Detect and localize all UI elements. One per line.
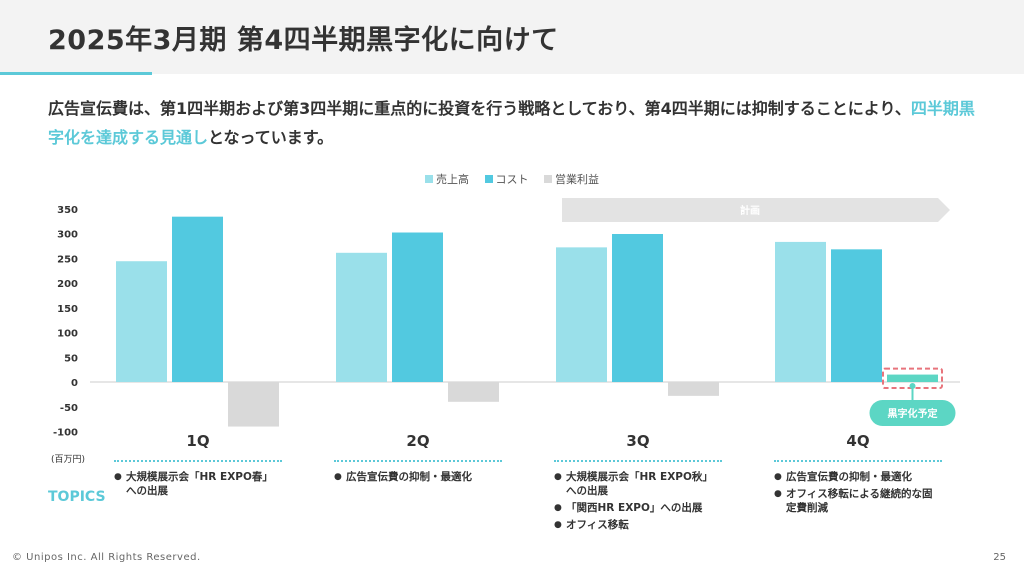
quarter-label: 2Q — [406, 432, 430, 450]
y-tick-label: 150 — [57, 304, 78, 315]
lead-text-part1: 広告宣伝費は、第1四半期および第3四半期に重点的に投資を行う戦略としており、第4… — [48, 99, 911, 118]
quarter-block-3q: 3Q 大規模展示会「HR EXPO秋」への出展 「関西HR EXPO」への出展 … — [554, 430, 722, 535]
topic-list-2q: 広告宣伝費の抑制・最適化 — [334, 470, 502, 484]
quarter-divider — [554, 460, 722, 462]
quarter-divider — [774, 460, 942, 462]
forecast-badge — [869, 400, 956, 426]
topic-item: 広告宣伝費の抑制・最適化 — [334, 470, 502, 484]
legend-item-operating-profit: 営業利益 — [544, 171, 599, 187]
legend-label-sales: 売上高 — [436, 173, 469, 186]
y-tick-label: 50 — [64, 353, 78, 364]
bar-2Q-series-2 — [448, 382, 499, 402]
bar-4Q-series-1 — [831, 249, 882, 382]
topic-item: 大規模展示会「HR EXPO春」への出展 — [114, 470, 282, 498]
copyright: © Unipos Inc. All Rights Reserved. — [12, 552, 201, 563]
legend-item-sales: 売上高 — [425, 171, 469, 187]
bar-2Q-series-0 — [336, 252, 387, 382]
bar-4Q-series-2 — [887, 374, 938, 382]
topic-item: 広告宣伝費の抑制・最適化 — [774, 470, 942, 484]
bar-3Q-series-2 — [668, 382, 719, 396]
topic-item: 大規模展示会「HR EXPO秋」への出展 — [554, 470, 722, 498]
bar-2Q-series-1 — [392, 232, 443, 382]
forecast-callout-dot — [909, 383, 916, 389]
y-tick-label: 100 — [57, 329, 78, 340]
lead-text: 広告宣伝費は、第1四半期および第3四半期に重点的に投資を行う戦略としており、第4… — [48, 94, 988, 152]
bar-3Q-series-0 — [556, 247, 607, 382]
quarter-block-4q: 4Q 広告宣伝費の抑制・最適化 オフィス移転による継続的な固定費削減 — [774, 430, 942, 518]
plan-label: 計画 — [740, 204, 760, 217]
legend-label-cost: コスト — [495, 173, 529, 186]
quarter-divider — [114, 460, 282, 462]
forecast-badge-label: 黒字化予定 — [888, 407, 938, 420]
bar-3Q-series-1 — [612, 233, 663, 382]
legend-swatch-cost — [484, 175, 493, 183]
chart-legend: 売上高 コスト 営業利益 — [0, 171, 1024, 187]
forecast-callout-box — [882, 367, 943, 389]
topic-item: オフィス移転による継続的な固定費削減 — [774, 487, 942, 515]
topic-list-4q: 広告宣伝費の抑制・最適化 オフィス移転による継続的な固定費削減 — [774, 470, 942, 515]
quarter-label: 3Q — [626, 432, 650, 450]
lead-text-highlight: 四半期黒字化を達成する見通し — [48, 99, 975, 147]
topic-list-1q: 大規模展示会「HR EXPO春」への出展 — [114, 470, 282, 498]
page-title: 2025年3月期 第4四半期黒字化に向けて — [48, 25, 559, 56]
topic-list-3q: 大規模展示会「HR EXPO秋」への出展 「関西HR EXPO」への出展 オフィ… — [554, 470, 722, 532]
y-tick-label: 0 — [71, 378, 78, 389]
legend-label-operating-profit: 営業利益 — [555, 173, 599, 186]
y-tick-label: 200 — [57, 279, 78, 290]
y-tick-label: 250 — [57, 254, 78, 265]
quarter-block-1q: 1Q 大規模展示会「HR EXPO春」への出展 — [114, 430, 282, 501]
quarter-divider — [334, 460, 502, 462]
y-tick-label: -50 — [60, 403, 78, 414]
title-accent-line — [0, 72, 152, 75]
bar-chart: 計画 350 300 250 200 150 100 50 0 -50 -100 黒字化予定 — [53, 198, 960, 439]
topics-label: TOPICS — [48, 489, 106, 505]
page-number: 25 — [993, 552, 1006, 563]
legend-swatch-sales — [425, 175, 433, 183]
legend-swatch-operating-profit — [544, 175, 552, 183]
quarter-block-2q: 2Q 広告宣伝費の抑制・最適化 — [334, 430, 502, 487]
y-tick-label: -100 — [53, 428, 78, 439]
unit-label: (百万円) — [51, 455, 86, 465]
y-tick-label: 300 — [57, 230, 78, 241]
legend-item-cost: コスト — [484, 171, 529, 187]
bar-1Q-series-1 — [172, 216, 223, 382]
lead-text-part2: となっています。 — [208, 128, 334, 147]
bar-1Q-series-0 — [116, 261, 167, 382]
y-tick-label: 350 — [57, 205, 78, 216]
topic-item: オフィス移転 — [554, 518, 722, 532]
quarter-label: 4Q — [846, 432, 870, 450]
plan-arrow-banner — [562, 198, 950, 222]
quarter-label: 1Q — [186, 432, 210, 450]
bar-4Q-series-0 — [775, 241, 826, 382]
topic-item: 「関西HR EXPO」への出展 — [554, 501, 722, 515]
header-bar: 2025年3月期 第4四半期黒字化に向けて — [0, 0, 1024, 74]
bar-1Q-series-2 — [228, 382, 279, 427]
